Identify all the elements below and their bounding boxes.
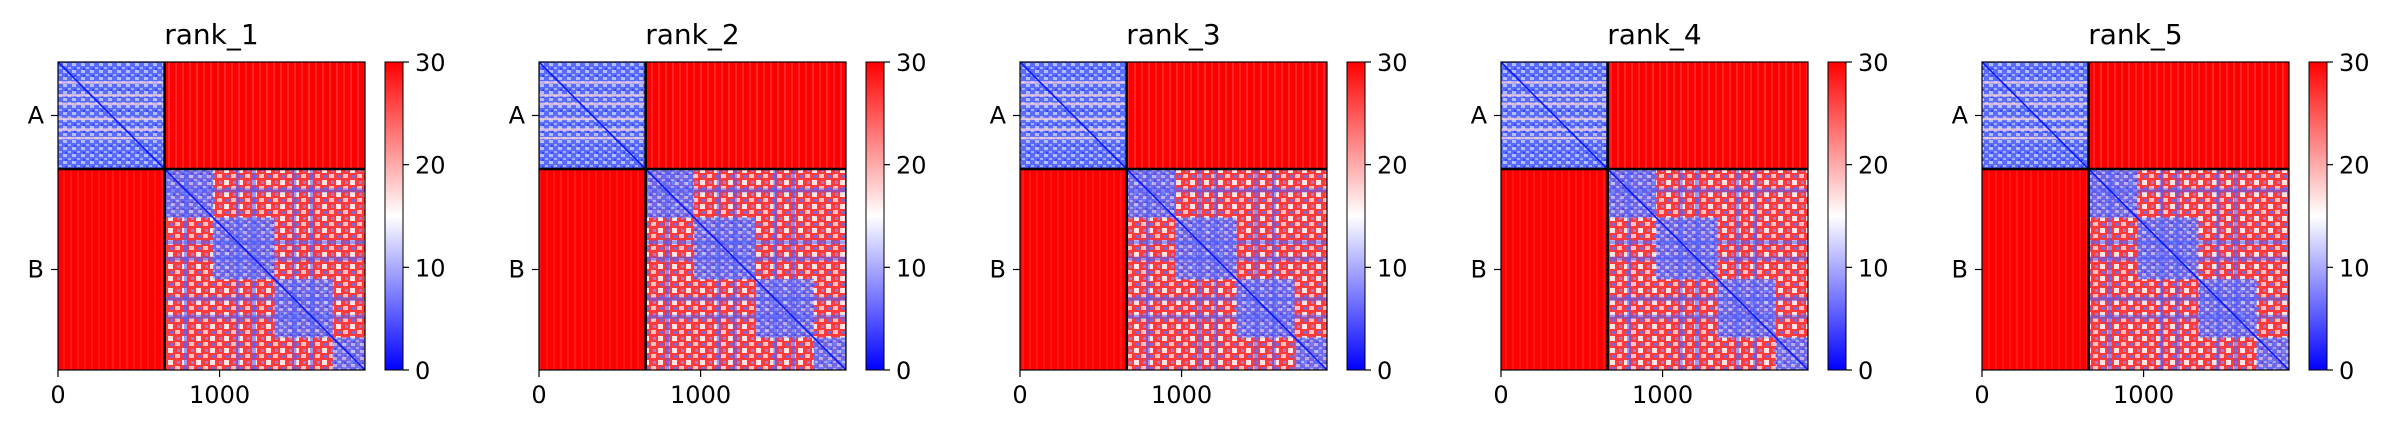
colorbar-tick-label: 0 <box>896 357 911 385</box>
heatmap <box>1501 62 1808 370</box>
x-tick-label: 1000 <box>189 381 250 409</box>
axes-frame <box>1500 61 1809 371</box>
colorbar-tick-label: 0 <box>2339 357 2354 385</box>
colorbar <box>1828 62 1846 370</box>
colorbar-tick-label: 30 <box>896 49 927 77</box>
colorbar <box>385 62 403 370</box>
diagonal <box>1501 62 1808 370</box>
colorbar-tick-label: 30 <box>415 49 446 77</box>
heatmap <box>1020 62 1327 370</box>
colorbar-tick-label: 0 <box>1377 357 1392 385</box>
chain-label: B <box>1471 255 1487 283</box>
colorbar <box>1347 62 1365 370</box>
x-tick-label: 0 <box>1012 381 1027 409</box>
pae-panel: rank_5 A B 0 1000 0 10 20 30 <box>1952 18 2370 409</box>
heatmap <box>1982 62 2289 370</box>
panel-title: rank_5 <box>2088 18 2182 51</box>
pae-panel: rank_4 A B 0 1000 0 10 20 30 <box>1471 18 1889 409</box>
colorbar-tick-label: 30 <box>1377 49 1408 77</box>
axes-frame <box>1019 61 1328 371</box>
panel-title: rank_3 <box>1126 18 1220 51</box>
chain-label: A <box>990 101 1007 129</box>
axes-frame <box>1981 61 2290 371</box>
x-tick-label: 1000 <box>1632 381 1693 409</box>
colorbar-tick-label: 10 <box>1377 254 1408 282</box>
colorbar <box>2309 62 2327 370</box>
chain-label: B <box>1952 255 1968 283</box>
colorbar-tick-label: 30 <box>2339 49 2370 77</box>
colorbar-frame <box>865 61 885 371</box>
axes-frame <box>57 61 366 371</box>
x-tick-label: 1000 <box>1151 381 1212 409</box>
colorbar-frame <box>1346 61 1366 371</box>
diagonal <box>539 62 846 370</box>
x-tick-label: 1000 <box>2113 381 2174 409</box>
colorbar-frame <box>2308 61 2328 371</box>
colorbar-tick-label: 30 <box>1858 49 1889 77</box>
colorbar-tick-label: 20 <box>1858 152 1889 180</box>
pae-panel: rank_3 A B 0 1000 0 10 20 30 <box>990 18 1408 409</box>
colorbar-frame <box>1827 61 1847 371</box>
diagonal <box>1020 62 1327 370</box>
colorbar-tick-label: 0 <box>1858 357 1873 385</box>
diagonal <box>1982 62 2289 370</box>
chain-label: B <box>28 255 44 283</box>
x-tick-label: 0 <box>50 381 65 409</box>
diagonal <box>58 62 365 370</box>
chain-label: B <box>990 255 1006 283</box>
colorbar <box>866 62 884 370</box>
panel-title: rank_2 <box>645 18 739 51</box>
heatmap <box>58 62 365 370</box>
colorbar-tick-label: 20 <box>896 152 927 180</box>
colorbar-tick-label: 10 <box>415 254 446 282</box>
colorbar-tick-label: 10 <box>1858 254 1889 282</box>
x-tick-label: 1000 <box>670 381 731 409</box>
panel-title: rank_1 <box>164 18 258 51</box>
colorbar-tick-label: 10 <box>2339 254 2370 282</box>
colorbar-tick-label: 20 <box>2339 152 2370 180</box>
chain-label: B <box>509 255 525 283</box>
x-tick-label: 0 <box>1493 381 1508 409</box>
x-tick-label: 0 <box>1974 381 1989 409</box>
colorbar-tick-label: 20 <box>415 152 446 180</box>
pae-panel: rank_1 A B 0 1000 0 10 20 30 <box>28 18 446 409</box>
colorbar-tick-label: 0 <box>415 357 430 385</box>
colorbar-frame <box>384 61 404 371</box>
colorbar-tick-label: 20 <box>1377 152 1408 180</box>
chain-label: A <box>28 101 45 129</box>
heatmap <box>539 62 846 370</box>
chain-label: A <box>1471 101 1488 129</box>
pae-panel: rank_2 A B 0 1000 0 10 20 30 <box>509 18 927 409</box>
axes-frame <box>538 61 847 371</box>
x-tick-label: 0 <box>531 381 546 409</box>
panel-title: rank_4 <box>1607 18 1701 51</box>
chain-label: A <box>509 101 526 129</box>
chain-label: A <box>1952 101 1969 129</box>
colorbar-tick-label: 10 <box>896 254 927 282</box>
